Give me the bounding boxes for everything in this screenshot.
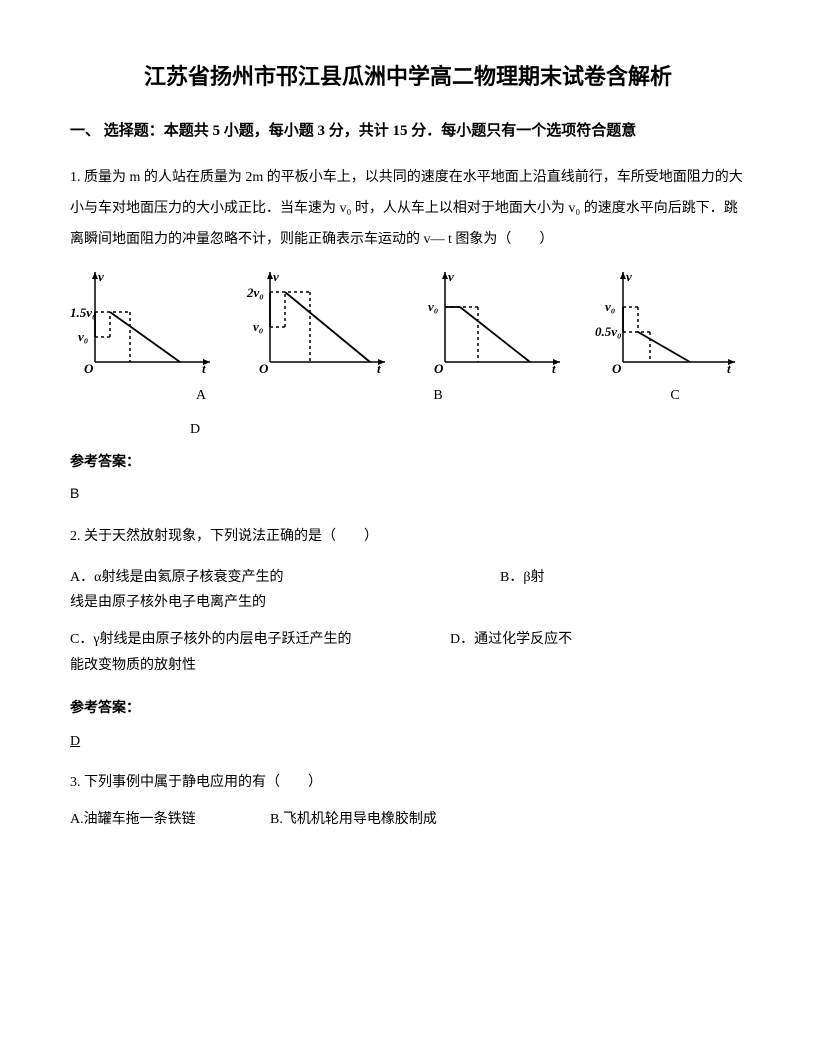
page-title: 江苏省扬州市邗江县瓜洲中学高二物理期末试卷含解析: [70, 60, 746, 93]
question-3-text: 3. 下列事例中属于静电应用的有（ ）: [70, 768, 746, 799]
label-d-row: D: [190, 417, 746, 442]
question-3: 3. 下列事例中属于静电应用的有（ ） A.油罐车拖一条铁链 B.飞机机轮用导电…: [70, 768, 746, 832]
svg-text:O: O: [84, 361, 94, 376]
q1-answer: B: [70, 481, 746, 506]
svg-text:t: t: [552, 361, 556, 376]
q3-options-ab: A.油罐车拖一条铁链 B.飞机机轮用导电橡胶制成: [70, 807, 746, 832]
question-2: 2. 关于天然放射现象，下列说法正确的是（ ） A．α射线是由氦原子核衰变产生的…: [70, 522, 746, 754]
svg-text:v: v: [98, 269, 104, 284]
svg-text:t: t: [377, 361, 381, 376]
q2-option-d-part1: D．通过化学反应不: [450, 627, 572, 652]
q2-option-c: C．γ射线是由原子核外的内层电子跃迁产生的: [70, 627, 450, 652]
svg-text:v: v: [626, 269, 632, 284]
graph-d: v₀ 0.5v₀ v O t: [595, 267, 740, 377]
q2-option-b-part1: B．β射: [500, 565, 544, 590]
svg-text:O: O: [612, 361, 622, 376]
q3-option-b: B.飞机机轮用导电橡胶制成: [270, 807, 437, 832]
svg-text:0.5v₀: 0.5v₀: [595, 324, 622, 339]
graph-b: 2v₀ v₀ v O t: [245, 267, 390, 377]
question-1: 1. 质量为 m 的人站在质量为 2m 的平板小车上，以共同的速度在水平地面上沿…: [70, 163, 746, 506]
svg-text:v: v: [448, 269, 454, 284]
svg-text:O: O: [434, 361, 444, 376]
graph-c: v₀ v O t: [420, 267, 565, 377]
svg-text:v₀: v₀: [428, 299, 438, 314]
label-d: D: [190, 422, 200, 437]
svg-text:v₀: v₀: [253, 319, 263, 334]
section-header: 一、 选择题：本题共 5 小题，每小题 3 分，共计 15 分．每小题只有一个选…: [70, 118, 746, 145]
q2-option-d-part2: 能改变物质的放射性: [70, 653, 746, 678]
graph-option-labels: A B C: [70, 383, 746, 408]
q2-answer: D: [70, 729, 746, 754]
svg-text:v: v: [273, 269, 279, 284]
q2-options-cd: C．γ射线是由原子核外的内层电子跃迁产生的 D．通过化学反应不: [70, 627, 746, 652]
question-2-text: 2. 关于天然放射现象，下列说法正确的是（ ）: [70, 522, 746, 553]
q1-answer-label: 参考答案：: [70, 450, 746, 475]
question-1-text: 1. 质量为 m 的人站在质量为 2m 的平板小车上，以共同的速度在水平地面上沿…: [70, 163, 746, 255]
graphs-row: 1.5v₀ v₀ v O t 2v₀ v₀ v O t: [70, 267, 746, 377]
label-c: C: [604, 383, 746, 408]
svg-text:1.5v₀: 1.5v₀: [70, 305, 97, 320]
svg-text:v₀: v₀: [605, 299, 615, 314]
svg-text:v₀: v₀: [78, 329, 88, 344]
graph-a: 1.5v₀ v₀ v O t: [70, 267, 215, 377]
q2-option-a: A．α射线是由氦原子核衰变产生的: [70, 565, 500, 590]
svg-text:2v₀: 2v₀: [246, 285, 264, 300]
q2-options-ab: A．α射线是由氦原子核衰变产生的 B．β射: [70, 565, 746, 590]
svg-text:O: O: [259, 361, 269, 376]
q2-answer-label: 参考答案：: [70, 696, 746, 721]
q2-option-b-part2: 线是由原子核外电子电离产生的: [70, 590, 746, 615]
label-a: A: [130, 383, 272, 408]
q3-option-a: A.油罐车拖一条铁链: [70, 807, 270, 832]
label-b: B: [367, 383, 509, 408]
svg-text:t: t: [202, 361, 206, 376]
svg-text:t: t: [727, 361, 731, 376]
